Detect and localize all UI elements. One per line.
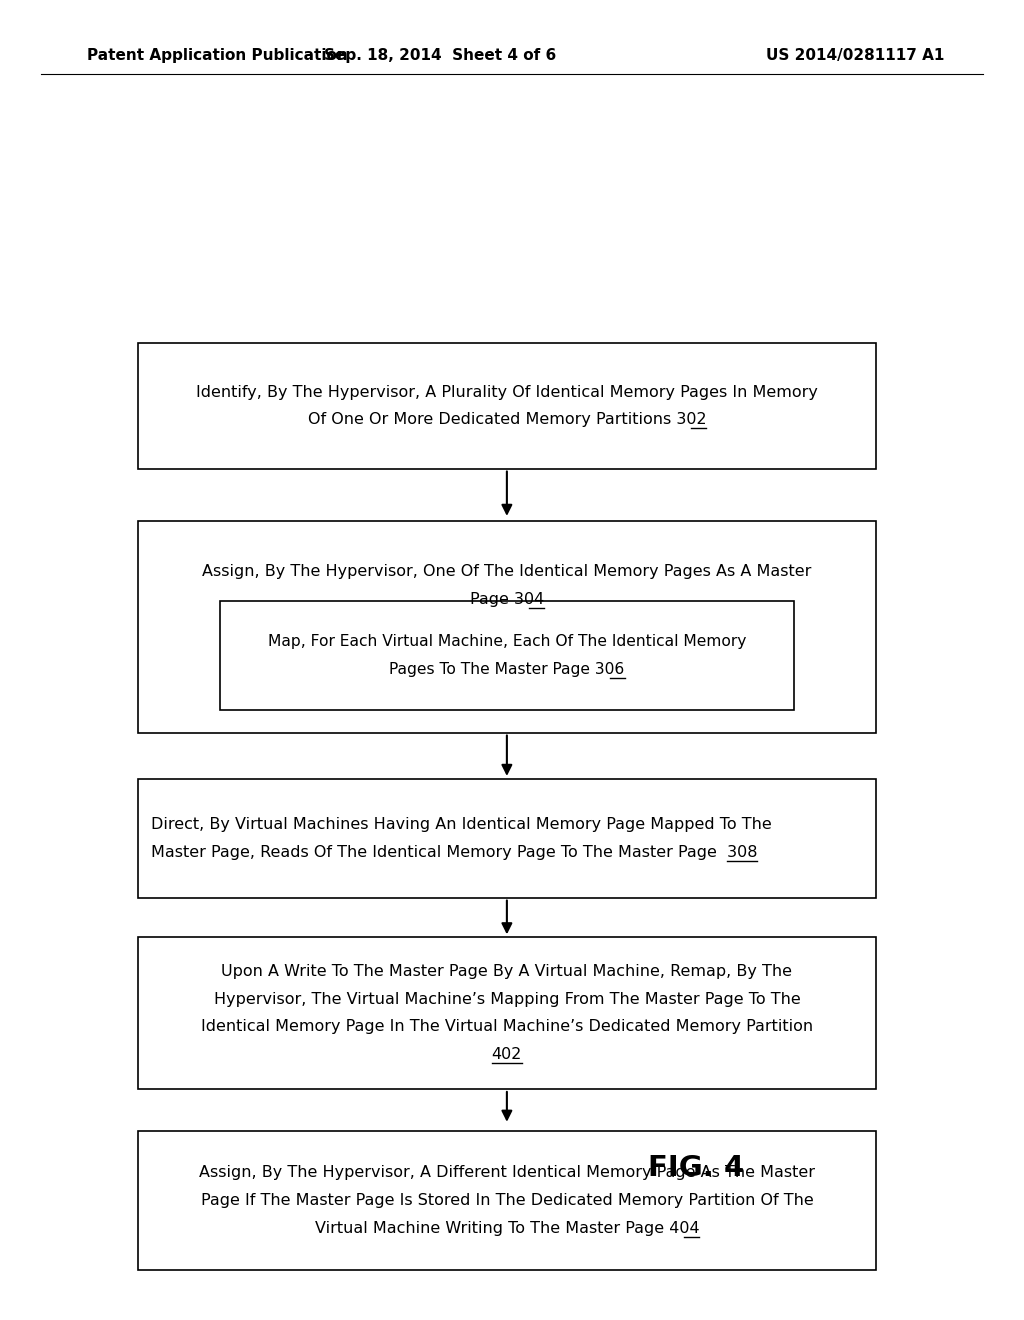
Text: Sep. 18, 2014  Sheet 4 of 6: Sep. 18, 2014 Sheet 4 of 6 (325, 48, 556, 63)
Text: Assign, By The Hypervisor, A Different Identical Memory Page As The Master: Assign, By The Hypervisor, A Different I… (199, 1166, 815, 1180)
Text: 402: 402 (492, 1047, 522, 1063)
Text: Page 304: Page 304 (470, 591, 544, 607)
Text: Patent Application Publication: Patent Application Publication (87, 48, 348, 63)
Text: Direct, By Virtual Machines Having An Identical Memory Page Mapped To The: Direct, By Virtual Machines Having An Id… (151, 817, 771, 832)
Text: Virtual Machine Writing To The Master Page: Virtual Machine Writing To The Master Pa… (330, 1221, 684, 1236)
Text: Page 304: Page 304 (470, 591, 544, 607)
Bar (138, 1131, 876, 1270)
Text: FIG. 4: FIG. 4 (648, 1154, 744, 1183)
Bar (138, 937, 876, 1089)
Bar (138, 343, 876, 469)
Text: Of One Or More Dedicated Memory Partitions: Of One Or More Dedicated Memory Partitio… (323, 412, 691, 428)
Text: US 2014/0281117 A1: US 2014/0281117 A1 (766, 48, 944, 63)
Bar (138, 779, 876, 898)
Text: Identical Memory Page In The Virtual Machine’s Dedicated Memory Partition: Identical Memory Page In The Virtual Mac… (201, 1019, 813, 1035)
Text: Identify, By The Hypervisor, A Plurality Of Identical Memory Pages In Memory: Identify, By The Hypervisor, A Plurality… (196, 384, 818, 400)
Text: 402: 402 (492, 1047, 522, 1063)
Bar (220, 601, 794, 710)
Text: Map, For Each Virtual Machine, Each Of The Identical Memory: Map, For Each Virtual Machine, Each Of T… (267, 634, 746, 649)
Bar (138, 521, 876, 733)
Text: Page: Page (485, 591, 528, 607)
Text: Pages To The Master Page: Pages To The Master Page (403, 661, 610, 677)
Text: Pages To The Master Page 306: Pages To The Master Page 306 (389, 661, 625, 677)
Text: Virtual Machine Writing To The Master Page 404: Virtual Machine Writing To The Master Pa… (314, 1221, 699, 1236)
Text: Upon A Write To The Master Page By A Virtual Machine, Remap, By The: Upon A Write To The Master Page By A Vir… (221, 964, 793, 979)
Text: Pages To The Master Page 306: Pages To The Master Page 306 (389, 661, 625, 677)
Text: Of One Or More Dedicated Memory Partitions 302: Of One Or More Dedicated Memory Partitio… (307, 412, 707, 428)
Text: Page If The Master Page Is Stored In The Dedicated Memory Partition Of The: Page If The Master Page Is Stored In The… (201, 1193, 813, 1208)
Text: Master Page, Reads Of The Identical Memory Page To The Master Page  308: Master Page, Reads Of The Identical Memo… (151, 845, 757, 859)
Text: Virtual Machine Writing To The Master Page 404: Virtual Machine Writing To The Master Pa… (314, 1221, 699, 1236)
Text: Master Page, Reads Of The Identical Memory Page To The Master Page  308: Master Page, Reads Of The Identical Memo… (151, 845, 757, 859)
Text: Hypervisor, The Virtual Machine’s Mapping From The Master Page To The: Hypervisor, The Virtual Machine’s Mappin… (214, 991, 800, 1007)
Text: Of One Or More Dedicated Memory Partitions 302: Of One Or More Dedicated Memory Partitio… (307, 412, 707, 428)
Text: Master Page, Reads Of The Identical Memory Page To The Master Page: Master Page, Reads Of The Identical Memo… (151, 845, 727, 859)
Text: 402: 402 (492, 1047, 522, 1063)
Text: Assign, By The Hypervisor, One Of The Identical Memory Pages As A Master: Assign, By The Hypervisor, One Of The Id… (202, 564, 812, 579)
